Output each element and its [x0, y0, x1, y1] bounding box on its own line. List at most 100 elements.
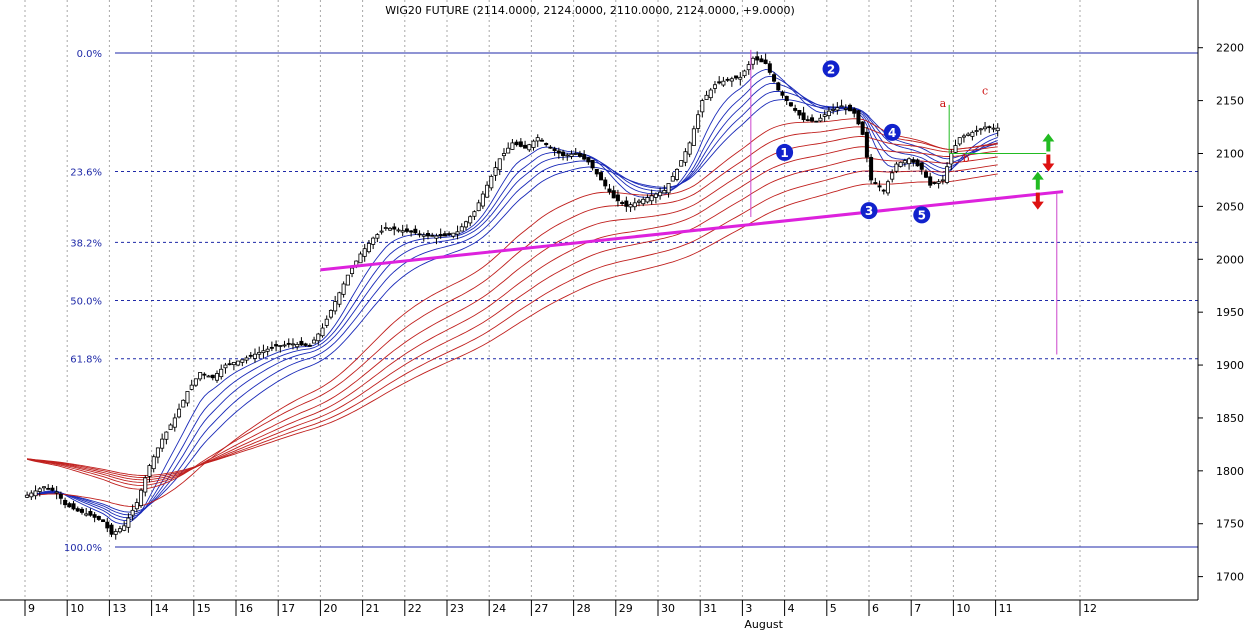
- x-tick-label-14: 14: [155, 602, 169, 615]
- candle-body: [371, 237, 376, 245]
- candle-body: [442, 233, 447, 237]
- candle-body: [252, 353, 257, 359]
- abc-label-a: a: [940, 97, 947, 110]
- candle-body: [898, 161, 903, 167]
- x-tick-label-13: 13: [112, 602, 126, 615]
- x-tick-label-20: 20: [323, 602, 337, 615]
- candle-body: [198, 372, 203, 380]
- candle-body: [767, 63, 772, 73]
- x-tick-label-22: 22: [408, 602, 422, 615]
- candle-body: [755, 56, 760, 61]
- candle-body: [577, 153, 582, 157]
- candle-body: [202, 373, 207, 376]
- candle-body: [236, 360, 241, 366]
- candle-body: [535, 137, 540, 142]
- candle-body: [257, 351, 262, 355]
- candle-body: [92, 514, 97, 518]
- fib-label-50.0%: 50.0%: [70, 297, 102, 308]
- candle-body: [556, 150, 561, 154]
- y-tick-label-2100: 2100: [1216, 147, 1244, 160]
- annotations: 1 2 3 4 5 a b c: [320, 49, 1064, 355]
- candle-body: [71, 503, 76, 510]
- candle-body: [750, 57, 755, 65]
- candle-body: [269, 346, 274, 349]
- x-tick-label-29: 29: [619, 602, 633, 615]
- candle-body: [839, 105, 844, 108]
- trendline: [320, 190, 1064, 272]
- candle-body: [278, 345, 283, 347]
- candle-body: [46, 487, 51, 490]
- candle-body: [362, 248, 367, 257]
- wave-marker-circle-5: [913, 206, 931, 224]
- y-tick-label-2050: 2050: [1216, 200, 1244, 213]
- candle-body: [860, 121, 865, 135]
- candle-body: [510, 142, 515, 150]
- candle-body: [919, 162, 924, 170]
- candle-body: [953, 145, 958, 153]
- candle-body: [58, 494, 63, 499]
- candle-body: [945, 166, 950, 183]
- candle-body: [375, 234, 380, 239]
- candle-body: [109, 524, 114, 535]
- candle-body: [388, 227, 393, 231]
- month-label: August: [744, 618, 783, 631]
- candle-body: [704, 94, 709, 100]
- candle-body: [434, 235, 439, 239]
- candle-body: [831, 109, 836, 111]
- candle-body: [539, 139, 544, 142]
- candle-body: [565, 154, 570, 157]
- y-tick-label-1900: 1900: [1216, 359, 1244, 372]
- candle-body: [358, 253, 363, 264]
- candle-body: [396, 229, 401, 232]
- candle-body: [873, 182, 878, 184]
- candle-body: [717, 81, 722, 84]
- x-tick-label-7: 7: [914, 602, 921, 615]
- candle-body: [438, 233, 443, 237]
- candle-body: [333, 301, 338, 312]
- candle-body: [476, 202, 481, 212]
- candle-body: [345, 274, 350, 286]
- candle-body: [772, 74, 777, 82]
- candle-body: [379, 230, 384, 233]
- candle-body: [274, 344, 279, 347]
- x-tick-label-11: 11: [999, 602, 1013, 615]
- candle-body: [485, 184, 490, 198]
- candle-body: [421, 234, 426, 237]
- candles: [25, 51, 1000, 540]
- candle-body: [41, 486, 46, 489]
- x-tick-label-23: 23: [450, 602, 464, 615]
- y-tick-label-1800: 1800: [1216, 465, 1244, 478]
- candle-body: [168, 424, 173, 430]
- candle-body: [885, 181, 890, 194]
- candle-body: [286, 342, 291, 345]
- candle-body: [826, 110, 831, 117]
- wave-marker-circle-4: [883, 123, 901, 141]
- candle-body: [527, 144, 532, 151]
- candle-body: [514, 141, 519, 146]
- candle-body: [995, 127, 1000, 132]
- candle-body: [33, 490, 38, 497]
- candle-body: [210, 374, 215, 379]
- candle-body: [312, 339, 317, 344]
- candle-body: [746, 64, 751, 71]
- y-tick-label-2200: 2200: [1216, 42, 1244, 55]
- candle-body: [261, 350, 266, 354]
- candle-body: [299, 340, 304, 346]
- candle-body: [37, 488, 42, 492]
- candle-body: [599, 172, 604, 181]
- candle-body: [544, 143, 549, 146]
- candle-body: [303, 343, 308, 346]
- candle-body: [801, 112, 806, 121]
- candle-body: [620, 202, 625, 204]
- candle-body: [468, 216, 473, 224]
- candle-body: [231, 362, 236, 366]
- x-tick-label-31: 31: [703, 602, 717, 615]
- ma-short-28: [27, 99, 998, 513]
- ma-short-22: [27, 90, 998, 516]
- candle-body: [552, 148, 557, 152]
- candle-body: [970, 131, 975, 137]
- candle-body: [666, 183, 671, 194]
- candle-body: [75, 508, 80, 512]
